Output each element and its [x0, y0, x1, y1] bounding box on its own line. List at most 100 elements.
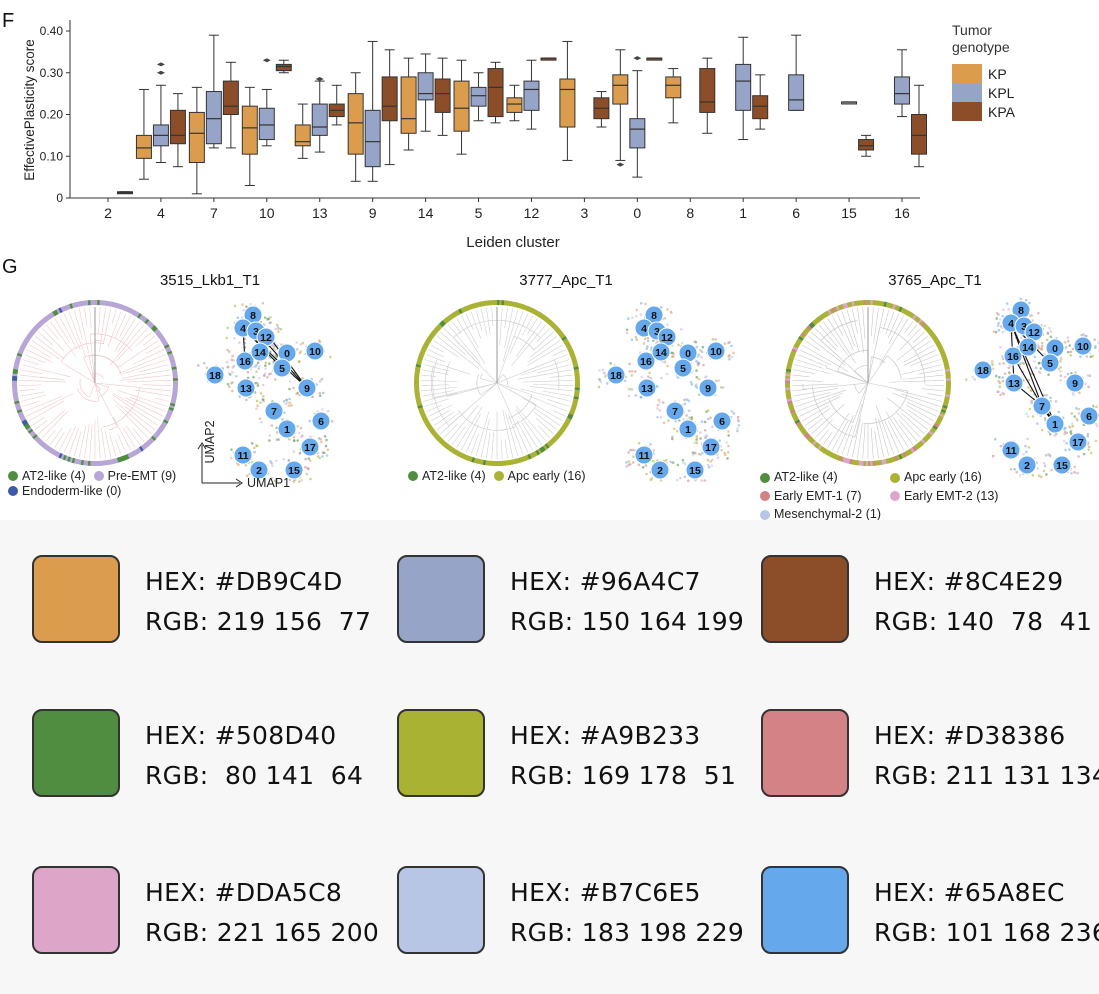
tree-branch — [904, 321, 913, 334]
tree-branch — [896, 412, 922, 438]
umap-cell — [299, 426, 303, 430]
umap-node-label: 12 — [1028, 327, 1040, 339]
tree-ring-segment — [36, 438, 43, 445]
tree-ring-segment — [67, 303, 72, 310]
umap-cell — [296, 439, 300, 442]
tree-ring-segment — [570, 355, 577, 360]
umap-cell — [663, 361, 667, 364]
tree-ring-segment — [172, 371, 178, 375]
tree-ring-segment — [164, 346, 171, 351]
tree-ring-segment — [793, 417, 800, 422]
umap-cell — [675, 429, 679, 433]
tree-ring-segment — [537, 311, 543, 318]
tree-ring-segment — [574, 375, 580, 379]
tree-ring-segment — [870, 300, 873, 306]
tree-ring-segment — [92, 460, 95, 466]
box-body — [417, 72, 434, 101]
tree-ring-segment — [38, 440, 44, 446]
tree-ring-segment — [494, 300, 498, 306]
umap-cell — [646, 339, 650, 343]
umap-cell — [1069, 350, 1073, 354]
tree-ring-segment — [46, 445, 51, 452]
tree-ring-segment — [574, 373, 580, 377]
tree-branch — [436, 412, 460, 431]
umap-node-label: 6 — [719, 416, 725, 428]
umap-node-label: 16 — [640, 356, 652, 368]
tree-ring-segment — [792, 346, 799, 351]
tree-ring-segment — [20, 344, 27, 349]
tree-branch — [45, 430, 56, 442]
tree-ring-segment — [844, 457, 849, 464]
outlier-point — [315, 77, 324, 82]
tree-ring-segment — [496, 460, 500, 466]
x-tick-label: 3 — [581, 205, 589, 221]
tree-ring-segment — [162, 342, 169, 347]
tree-ring-segment — [559, 427, 566, 432]
umap-node-label: 5 — [279, 363, 285, 375]
tree-arc — [432, 358, 450, 427]
umap-cell — [231, 366, 235, 369]
umap-cell — [656, 407, 659, 410]
tree-ring-segment — [531, 308, 536, 315]
umap-cell — [249, 302, 252, 306]
umap-cell — [723, 342, 727, 345]
tree-branch — [520, 388, 571, 402]
box-kp-9 — [347, 72, 364, 182]
tree-branch — [117, 321, 140, 353]
tree-ring-segment — [551, 437, 557, 443]
tree-branch — [910, 354, 939, 367]
tree-ring-segment — [142, 317, 148, 323]
umap-cell — [1047, 373, 1050, 377]
umap-node-label: 14 — [655, 347, 667, 359]
tree-branch — [552, 349, 566, 357]
tree-branch — [867, 355, 888, 384]
box-body — [612, 74, 629, 105]
tree-branch — [899, 420, 918, 442]
umap-cell — [318, 379, 322, 383]
umap-node — [1045, 414, 1065, 434]
umap-cell — [321, 391, 325, 395]
tree-ring-segment — [537, 448, 542, 455]
tree-ring-segment — [925, 326, 931, 333]
umap-cell — [1033, 360, 1036, 363]
tree-ring-segment — [419, 350, 426, 355]
box-body — [434, 78, 451, 113]
umap-cell — [230, 381, 233, 385]
tree-arc — [99, 386, 109, 397]
umap-cell — [680, 341, 684, 345]
tree-ring-segment — [108, 459, 112, 465]
tree-ring-segment — [121, 304, 126, 311]
tree-ring-segment — [937, 415, 944, 420]
tree-ring-segment — [12, 375, 18, 379]
tree-branch — [515, 408, 542, 445]
umap-cell — [322, 451, 326, 455]
box-kpl-14 — [417, 53, 434, 132]
tree-ring-segment — [557, 430, 563, 436]
umap-cell — [637, 441, 641, 445]
umap-cell — [1088, 374, 1092, 378]
umap-cell — [695, 435, 698, 438]
umap-cell — [695, 438, 698, 442]
umap-cell — [1021, 361, 1024, 365]
tree-ring-segment — [105, 459, 110, 466]
umap-cell — [1043, 416, 1047, 420]
tree-ring-segment — [160, 423, 167, 429]
umap-cell — [257, 377, 261, 380]
umap-node-label: 10 — [309, 346, 321, 358]
tree-ring-segment — [569, 409, 576, 414]
tree-branch — [421, 384, 449, 386]
umap-node-label: 0 — [284, 348, 290, 360]
tree-ring-segment — [558, 428, 565, 434]
umap-cell — [242, 308, 246, 312]
tree-ring-segment — [87, 460, 91, 466]
tree-branch — [94, 382, 118, 427]
umap-node — [311, 411, 331, 431]
umap-cell — [649, 443, 652, 446]
umap-cell — [1069, 426, 1072, 429]
tree-branch — [89, 424, 93, 459]
tree-ring-segment — [908, 311, 914, 318]
hex-label: HEX: #DDA5C8 — [145, 878, 343, 907]
tree-ring-segment — [431, 430, 437, 436]
tree-branch — [112, 394, 159, 426]
